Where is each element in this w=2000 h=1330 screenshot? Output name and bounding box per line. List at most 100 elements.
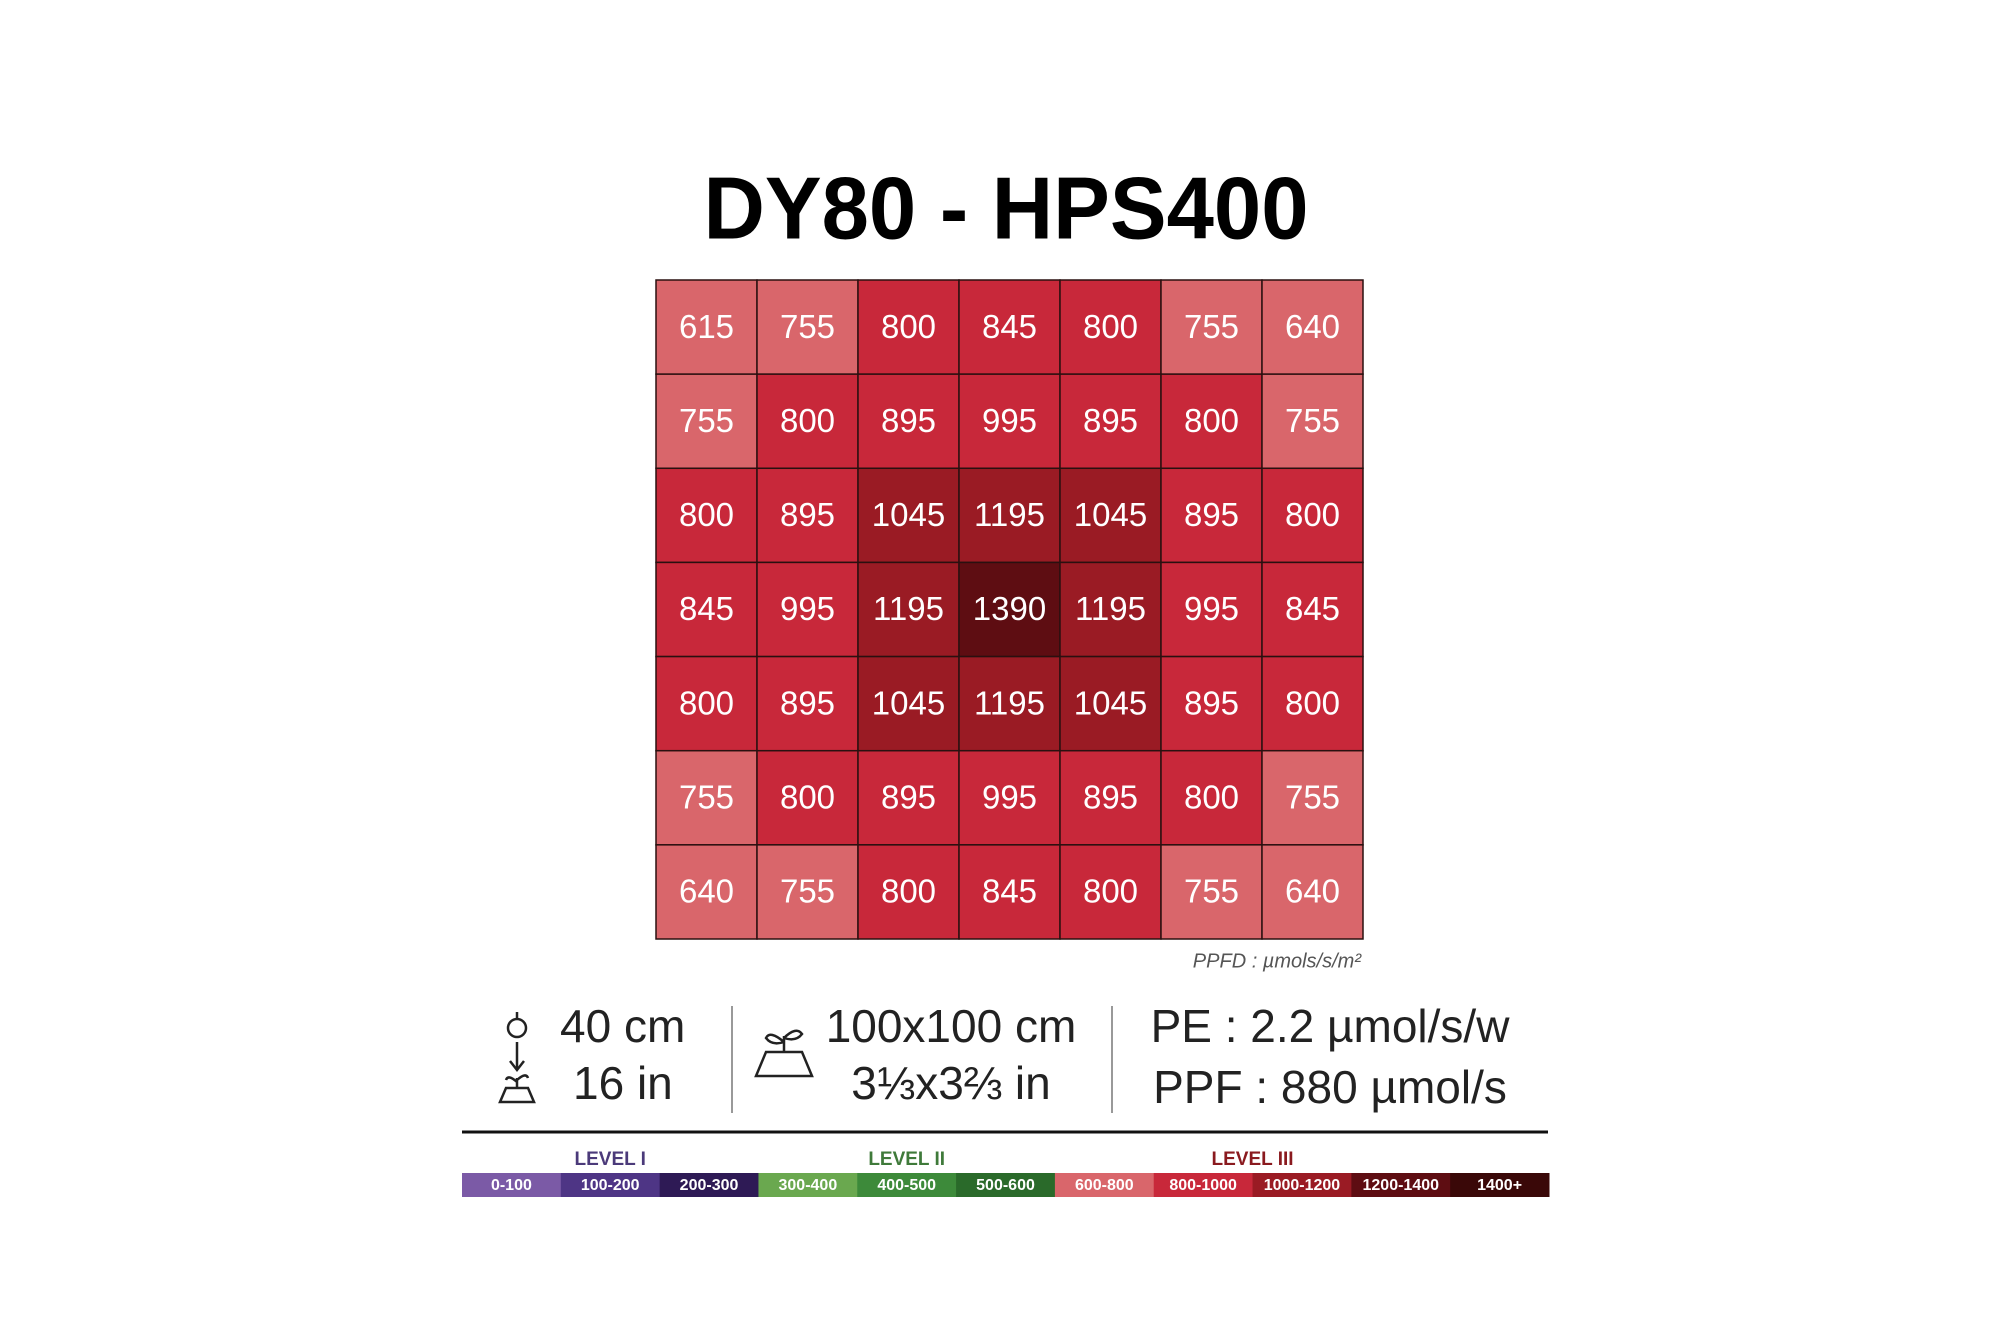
- grid-cell: [958, 279, 1061, 375]
- grid-cell: [857, 561, 960, 658]
- grid-cell: [1261, 279, 1364, 375]
- grid-cell: [1261, 561, 1364, 658]
- cell-value: 1045: [872, 684, 945, 721]
- cell-value: 800: [679, 496, 734, 533]
- legend-level: LEVEL II: [868, 1149, 945, 1170]
- grid-cell: [1059, 467, 1162, 564]
- height-icon: [498, 1012, 536, 1104]
- legend-range: 200-300: [680, 1177, 739, 1194]
- grid-cell: [1160, 373, 1263, 470]
- cell-value: 895: [881, 779, 936, 816]
- legend-swatch: [758, 1173, 858, 1197]
- cell-value: 800: [1285, 684, 1340, 721]
- cell-value: 1195: [974, 684, 1045, 721]
- grid-cell: [1160, 279, 1263, 375]
- cell-value: 800: [881, 308, 936, 345]
- cell-value: 800: [1083, 308, 1138, 345]
- legend-swatch: [1054, 1173, 1155, 1197]
- grid-cell: [655, 279, 758, 375]
- legend-swatch: [560, 1173, 661, 1197]
- grid-cell: [857, 749, 960, 846]
- grid-cell: [756, 655, 859, 752]
- legend-range: 1000-1200: [1264, 1177, 1341, 1194]
- grid-cell: [1261, 467, 1364, 564]
- grid-cell: [857, 844, 960, 940]
- cell-value: 995: [982, 402, 1037, 439]
- legend-swatch: [462, 1173, 562, 1197]
- legend-range: 0-100: [491, 1177, 532, 1194]
- cell-value: 640: [1285, 873, 1340, 910]
- area-icon: [754, 1029, 814, 1078]
- cell-value: 895: [1184, 496, 1239, 533]
- cell-value: 755: [1285, 779, 1340, 816]
- cell-value: 845: [1285, 590, 1340, 627]
- ppf: PPF : 880 µmol/s: [1153, 1061, 1507, 1113]
- cell-value: 1195: [974, 496, 1045, 533]
- cell-value: 755: [679, 779, 734, 816]
- cell-value: 1045: [1074, 496, 1147, 533]
- legend-range: 500-600: [976, 1177, 1035, 1194]
- legend-range: 1400+: [1477, 1177, 1522, 1194]
- grid-cell: [655, 655, 758, 752]
- legend-level: LEVEL I: [575, 1149, 646, 1170]
- legend-level: LEVEL III: [1212, 1149, 1294, 1170]
- cell-value: 800: [679, 684, 734, 721]
- cell-value: 895: [1184, 684, 1239, 721]
- grid-cell: [857, 467, 960, 564]
- cell-value: 995: [1184, 590, 1239, 627]
- grid-cell: [655, 467, 758, 564]
- legend-swatch: [659, 1173, 759, 1197]
- cell-value: 1390: [973, 590, 1046, 627]
- cell-value: 800: [881, 873, 936, 910]
- cell-value: 845: [982, 873, 1037, 910]
- cell-value: 755: [1184, 308, 1239, 345]
- cell-value: 640: [1285, 308, 1340, 345]
- grid-cell: [958, 561, 1061, 658]
- cell-value: 800: [1285, 496, 1340, 533]
- grid-cell: [756, 467, 859, 564]
- cell-value: 800: [1184, 779, 1239, 816]
- area-in: 3⅓x3⅔ in: [851, 1057, 1050, 1109]
- unit: PPFD : µmols/s/m²: [1193, 950, 1363, 972]
- grid-cell: [1261, 844, 1364, 940]
- grid-cell: [958, 467, 1061, 564]
- cell-value: 995: [982, 779, 1037, 816]
- height-cm: 40 cm: [560, 1000, 685, 1052]
- grid-cell: [655, 561, 758, 658]
- pe: PE : 2.2 µmol/s/w: [1151, 1000, 1511, 1052]
- grid-cell: [958, 749, 1061, 846]
- legend-range: 400-500: [877, 1177, 936, 1194]
- grid-cell: [1059, 844, 1162, 940]
- grid-cell: [756, 844, 859, 940]
- cell-value: 995: [780, 590, 835, 627]
- cell-value: 800: [1184, 402, 1239, 439]
- grid-cell: [756, 373, 859, 470]
- grid-cell: [958, 844, 1061, 940]
- title: DY80 - HPS400: [704, 158, 1309, 257]
- cell-value: 755: [780, 873, 835, 910]
- grid-cell: [1261, 655, 1364, 752]
- cell-value: 755: [780, 308, 835, 345]
- cell-value: 895: [780, 496, 835, 533]
- grid-cell: [958, 373, 1061, 470]
- legend-swatch: [1351, 1173, 1451, 1197]
- grid-cell: [1160, 844, 1263, 940]
- cell-value: 615: [679, 308, 734, 345]
- grid-cell: [1059, 279, 1162, 375]
- area-cm: 100x100 cm: [826, 1000, 1077, 1052]
- cell-value: 895: [1083, 402, 1138, 439]
- cell-value: 755: [1285, 402, 1340, 439]
- legend-range: 300-400: [779, 1177, 838, 1194]
- cell-value: 800: [780, 779, 835, 816]
- legend-swatch: [1252, 1173, 1352, 1197]
- cell-value: 755: [679, 402, 734, 439]
- legend-range: 100-200: [581, 1177, 640, 1194]
- legend-range: 1200-1400: [1363, 1177, 1440, 1194]
- grid-cell: [857, 279, 960, 375]
- grid-cell: [1261, 749, 1364, 846]
- legend-swatch: [857, 1173, 957, 1197]
- cell-value: 1195: [873, 590, 944, 627]
- grid-cell: [1160, 467, 1263, 564]
- grid-cell: [655, 844, 758, 940]
